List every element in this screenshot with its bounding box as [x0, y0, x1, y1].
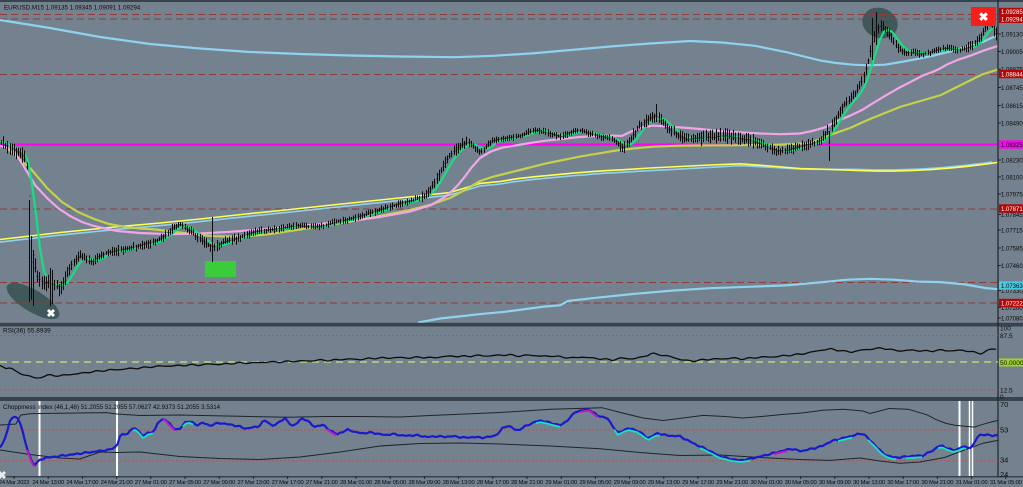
svg-text:✖: ✖	[978, 10, 988, 24]
svg-text:1.07585: 1.07585	[1001, 246, 1023, 252]
svg-text:24 Mar 2023: 24 Mar 2023	[0, 480, 29, 486]
svg-text:✖: ✖	[46, 308, 55, 320]
svg-text:34: 34	[1000, 456, 1008, 465]
svg-text:29 Mar 13:00: 29 Mar 13:00	[648, 480, 680, 486]
svg-text:1.07845: 1.07845	[1001, 213, 1023, 219]
svg-text:EURUSD,M15 1.09135 1.09345 1.: EURUSD,M15 1.09135 1.09345 1.09091 1.092…	[4, 5, 141, 12]
svg-text:1.08325: 1.08325	[1001, 143, 1023, 149]
svg-text:1.07200: 1.07200	[1001, 306, 1023, 312]
svg-text:30 Mar 17:00: 30 Mar 17:00	[887, 480, 919, 486]
svg-text:29 Mar 05:00: 29 Mar 05:00	[580, 480, 612, 486]
svg-text:1.07222: 1.07222	[1001, 301, 1023, 307]
svg-text:31 Mar 05:00: 31 Mar 05:00	[990, 480, 1022, 486]
svg-text:28 Mar 17:00: 28 Mar 17:00	[477, 480, 509, 486]
svg-text:1.07871: 1.07871	[1001, 207, 1023, 213]
svg-text:1.09285: 1.09285	[1001, 10, 1023, 16]
svg-text:27 Mar 01:00: 27 Mar 01:00	[135, 480, 167, 486]
svg-text:28 Mar 09:00: 28 Mar 09:00	[409, 480, 441, 486]
svg-text:31 Mar 01:00: 31 Mar 01:00	[956, 480, 988, 486]
svg-text:1.08230: 1.08230	[1001, 158, 1023, 164]
svg-text:24 Mar 13:00: 24 Mar 13:00	[32, 480, 64, 486]
svg-text:1.07975: 1.07975	[1001, 192, 1023, 198]
svg-text:29 Mar 21:00: 29 Mar 21:00	[716, 480, 748, 486]
svg-text:70: 70	[1000, 400, 1008, 409]
svg-text:27 Mar 09:00: 27 Mar 09:00	[203, 480, 235, 486]
svg-text:1.07715: 1.07715	[1001, 228, 1023, 234]
svg-text:RSI(36) 55.8939: RSI(36) 55.8939	[3, 328, 51, 335]
svg-text:27 Mar 21:00: 27 Mar 21:00	[306, 480, 338, 486]
svg-text:Choppiness Index (46,1,48) 51.: Choppiness Index (46,1,48) 51.2055 51.20…	[3, 404, 221, 411]
svg-text:27 Mar 17:00: 27 Mar 17:00	[272, 480, 304, 486]
svg-text:1.08615: 1.08615	[1001, 104, 1023, 110]
svg-text:1.08100: 1.08100	[1001, 175, 1023, 181]
svg-text:24 Mar 17:00: 24 Mar 17:00	[67, 480, 99, 486]
svg-text:50.0000: 50.0000	[1000, 360, 1023, 367]
svg-text:1.09294: 1.09294	[1001, 18, 1023, 24]
svg-text:28 Mar 13:00: 28 Mar 13:00	[443, 480, 475, 486]
svg-text:1.08490: 1.08490	[1001, 121, 1023, 127]
svg-text:0: 0	[1000, 394, 1004, 401]
svg-text:27 Mar 13:00: 27 Mar 13:00	[238, 480, 270, 486]
svg-text:1.07330: 1.07330	[1001, 289, 1023, 295]
svg-text:30 Mar 05:00: 30 Mar 05:00	[785, 480, 817, 486]
svg-text:29 Mar 17:00: 29 Mar 17:00	[682, 480, 714, 486]
svg-text:30 Mar 21:00: 30 Mar 21:00	[922, 480, 954, 486]
svg-text:24 Mar 21:00: 24 Mar 21:00	[101, 480, 133, 486]
svg-text:30 Mar 01:00: 30 Mar 01:00	[751, 480, 783, 486]
svg-text:53: 53	[1000, 426, 1008, 435]
svg-text:1.09005: 1.09005	[1001, 50, 1023, 56]
svg-text:87.5: 87.5	[1000, 333, 1013, 340]
svg-text:1.08844: 1.08844	[1001, 72, 1023, 78]
svg-text:28 Mar 21:00: 28 Mar 21:00	[511, 480, 543, 486]
svg-text:24: 24	[1000, 470, 1008, 479]
svg-text:1.07363: 1.07363	[1001, 284, 1023, 290]
svg-text:28 Mar 01:00: 28 Mar 01:00	[340, 480, 372, 486]
svg-text:30 Mar 09:00: 30 Mar 09:00	[819, 480, 851, 486]
svg-text:27 Mar 05:00: 27 Mar 05:00	[169, 480, 201, 486]
svg-text:1.07080: 1.07080	[1001, 316, 1023, 322]
svg-text:29 Mar 09:00: 29 Mar 09:00	[614, 480, 646, 486]
svg-text:28 Mar 05:00: 28 Mar 05:00	[374, 480, 406, 486]
svg-text:1.09130: 1.09130	[1001, 32, 1023, 38]
svg-text:✖: ✖	[0, 470, 7, 482]
svg-text:29 Mar 01:00: 29 Mar 01:00	[545, 480, 577, 486]
svg-text:100: 100	[1000, 325, 1011, 332]
svg-text:1.08745: 1.08745	[1001, 86, 1023, 92]
svg-text:1.07460: 1.07460	[1001, 264, 1023, 270]
svg-text:30 Mar 13:00: 30 Mar 13:00	[853, 480, 885, 486]
svg-text:12.5: 12.5	[1000, 387, 1013, 394]
